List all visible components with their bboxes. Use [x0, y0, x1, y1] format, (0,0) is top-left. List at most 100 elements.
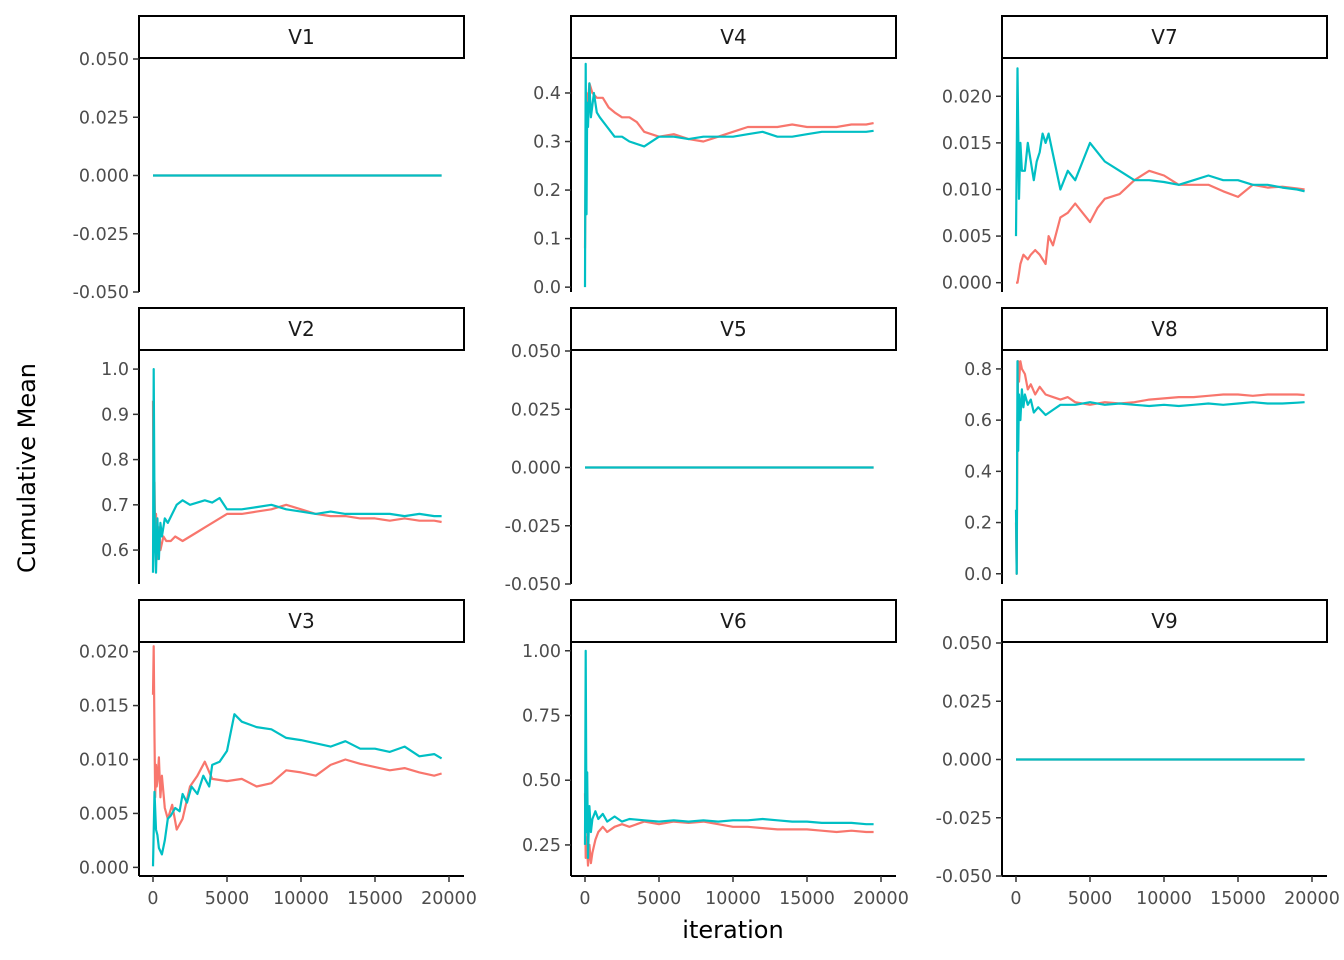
- panel-v7: V7 0.000 0.005 0.010 0.015 0.020: [942, 15, 1328, 294]
- y-tick-label: 0.050: [79, 50, 129, 70]
- y-tick-label: 0.000: [942, 751, 992, 771]
- y-tick-label: 0.000: [79, 858, 129, 878]
- facet-strip: [570, 599, 897, 643]
- y-tick-label: 1.00: [522, 642, 561, 662]
- y-tick-label: 0.4: [533, 84, 561, 104]
- y-tick-label: -0.025: [73, 225, 129, 245]
- y-tick-label: 1.0: [101, 360, 129, 380]
- y-tick-label: 0.1: [533, 230, 561, 250]
- y-tick-label: 0.0: [964, 565, 992, 585]
- panel-v1: V1 -0.050 -0.025 0.000 0.025 0.050: [73, 15, 465, 303]
- y-tick-label: 0.000: [511, 459, 561, 479]
- y-tick-label: 0.015: [942, 134, 992, 154]
- x-tick-label: 20000: [1284, 889, 1340, 909]
- y-tick-label: 0.005: [79, 804, 129, 824]
- series-line-2: [1014, 67, 1305, 237]
- panel-v3: V3 0.000 0.005 0.010 0.015 0.020 0 5000 10000 150…: [79, 599, 477, 909]
- panel-v5: V5 -0.050 -0.025 0.000 0.025 0.050: [505, 307, 897, 595]
- y-tick-label: -0.025: [936, 809, 992, 829]
- y-tick-label: -0.050: [936, 867, 992, 887]
- y-tick-label: 0.005: [942, 227, 992, 247]
- facet-strip: [138, 307, 465, 351]
- facet-strip-label: V3: [288, 609, 314, 633]
- y-axis-title: Cumulative Mean: [13, 363, 41, 573]
- panel-v2: V2 0.6 0.7 0.8 0.9 1.0: [101, 307, 465, 584]
- y-tick-label: 0.050: [511, 342, 561, 362]
- facet-strip-label: V1: [288, 25, 314, 49]
- x-tick-label: 0: [1010, 889, 1021, 909]
- x-tick-label: 0: [147, 889, 158, 909]
- y-tick-label: 0.3: [533, 133, 561, 153]
- panel-v4: V4 0.0 0.1 0.2 0.3 0.4: [533, 15, 897, 298]
- facet-strip: [1001, 307, 1328, 351]
- facet-strip: [1001, 599, 1328, 643]
- x-tick-label: 5000: [637, 889, 682, 909]
- y-tick-label: 0.6: [964, 411, 992, 431]
- y-tick-label: 0.000: [79, 167, 129, 187]
- y-tick-label: 0.025: [511, 400, 561, 420]
- y-tick-label: 0.025: [79, 108, 129, 128]
- y-tick-label: 0.4: [964, 462, 992, 482]
- x-tick-label: 15000: [1210, 889, 1266, 909]
- x-tick-label: 5000: [1068, 889, 1113, 909]
- x-tick-label: 10000: [1136, 889, 1192, 909]
- facet-strip-label: V7: [1151, 25, 1177, 49]
- y-tick-label: 0.020: [942, 87, 992, 107]
- facet-strip-label: V5: [720, 317, 746, 341]
- panel-v9: V9 -0.050 -0.025 0.000 0.025 0.050 0 5000 10000 1…: [936, 599, 1340, 909]
- y-tick-label: 0.6: [101, 541, 129, 561]
- series-line-1: [583, 793, 874, 867]
- y-tick-label: 0.50: [522, 771, 561, 791]
- facet-strip: [138, 599, 465, 643]
- y-tick-label: 0.020: [79, 643, 129, 663]
- series-line-1: [151, 400, 442, 561]
- x-tick-label: 0: [579, 889, 590, 909]
- y-tick-label: 0.010: [79, 751, 129, 771]
- facet-strip-label: V6: [720, 609, 746, 633]
- series-line-1: [1014, 360, 1305, 575]
- facet-strip-label: V4: [720, 25, 746, 49]
- series-line-1: [583, 82, 874, 249]
- y-tick-label: 0.0: [533, 278, 561, 298]
- y-tick-label: 0.025: [942, 692, 992, 712]
- y-tick-label: 0.7: [101, 496, 129, 516]
- series-line-2: [1014, 360, 1305, 575]
- x-tick-label: 10000: [273, 889, 329, 909]
- y-tick-label: 0.000: [942, 274, 992, 294]
- facet-strip: [138, 15, 465, 59]
- x-tick-label: 5000: [205, 889, 250, 909]
- y-tick-label: 0.8: [964, 360, 992, 380]
- panel-v8: V8 0.0 0.2 0.4 0.6 0.8: [964, 307, 1328, 585]
- y-tick-label: 0.9: [101, 405, 129, 425]
- y-tick-label: 0.75: [522, 706, 561, 726]
- x-axis-title: iteration: [682, 916, 783, 944]
- y-tick-label: 0.010: [942, 180, 992, 200]
- y-tick-label: 0.2: [533, 181, 561, 201]
- y-tick-label: 0.015: [79, 697, 129, 717]
- facet-strip: [1001, 15, 1328, 59]
- series-line-2: [151, 368, 442, 574]
- series-line-2: [583, 62, 874, 288]
- y-tick-label: 0.25: [522, 836, 561, 856]
- x-tick-label: 10000: [705, 889, 761, 909]
- panel-v6: V6 0.25 0.50 0.75 1.00 0 5000 10000 15000 20000: [522, 599, 909, 909]
- facet-strip-label: V9: [1151, 609, 1177, 633]
- facet-strip-label: V8: [1151, 317, 1177, 341]
- facet-strip: [570, 15, 897, 59]
- series-line-1: [151, 645, 442, 831]
- y-tick-label: -0.025: [505, 517, 561, 537]
- x-tick-label: 20000: [853, 889, 909, 909]
- x-tick-label: 15000: [347, 889, 403, 909]
- series-line-2: [151, 713, 443, 867]
- y-tick-label: -0.050: [73, 283, 129, 303]
- x-tick-label: 15000: [779, 889, 835, 909]
- y-tick-label: 0.2: [964, 514, 992, 534]
- facet-strip-label: V2: [288, 317, 314, 341]
- x-tick-label: 20000: [421, 889, 477, 909]
- series-line-2: [583, 649, 874, 860]
- y-tick-label: -0.050: [505, 575, 561, 595]
- y-tick-label: 0.8: [101, 451, 129, 471]
- y-tick-label: 0.050: [942, 634, 992, 654]
